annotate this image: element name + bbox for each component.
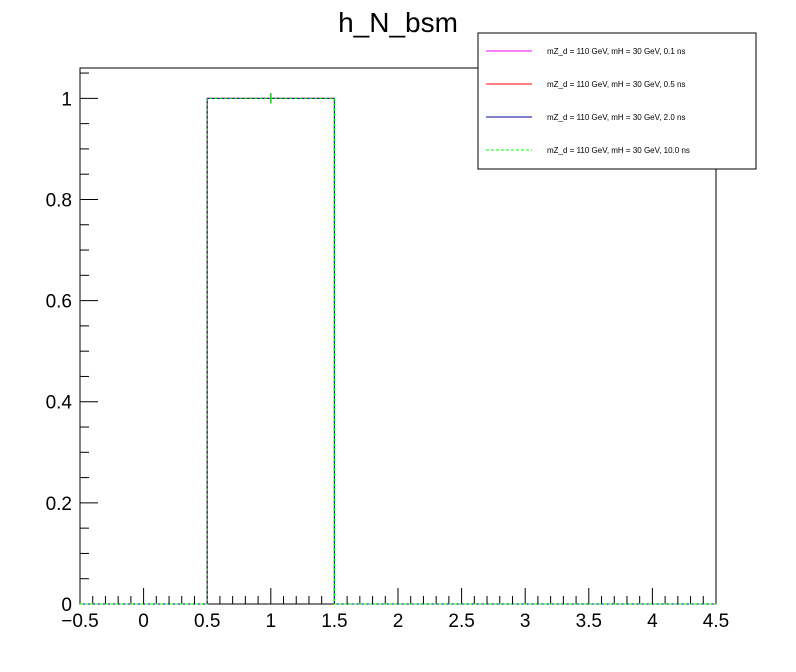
x-tick-label: 4.5	[703, 611, 729, 632]
y-axis-tick-labels: 0 0.2 0.4 0.6 0.8 1	[46, 89, 73, 616]
legend-entry: mZ_d = 110 GeV, mH = 30 GeV, 0.5 ns	[486, 80, 685, 89]
y-tick-label: 0	[61, 595, 72, 616]
legend-entry: mZ_d = 110 GeV, mH = 30 GeV, 2.0 ns	[486, 113, 685, 122]
y-axis-ticks	[80, 72, 98, 605]
series-2	[80, 93, 716, 605]
x-tick-label: 0.5	[194, 611, 220, 632]
x-tick-label: 3	[520, 611, 531, 632]
legend-label: mZ_d = 110 GeV, mH = 30 GeV, 2.0 ns	[547, 113, 685, 122]
y-tick-label: 0.8	[46, 190, 72, 211]
x-tick-label: 4	[647, 611, 658, 632]
legend-box	[477, 32, 757, 170]
x-tick-label: 1.5	[321, 611, 347, 632]
chart-title: h_N_bsm	[338, 7, 458, 38]
series-3	[80, 93, 716, 605]
legend-label: mZ_d = 110 GeV, mH = 30 GeV, 0.5 ns	[547, 80, 685, 89]
x-tick-label: 3.5	[576, 611, 602, 632]
x-tick-label: 2.5	[448, 611, 474, 632]
y-tick-label: 0.4	[46, 393, 73, 414]
y-tick-label: 0.6	[46, 292, 72, 313]
series-0	[80, 93, 716, 605]
legend-label: mZ_d = 110 GeV, mH = 30 GeV, 10.0 ns	[547, 146, 690, 155]
x-tick-label: 0	[138, 611, 149, 632]
y-tick-label: 0.2	[46, 494, 72, 515]
series-line	[80, 97, 716, 605]
x-tick-label: 2	[393, 611, 404, 632]
histogram-series	[80, 93, 716, 605]
series-line	[80, 97, 716, 605]
series-line	[80, 97, 716, 605]
x-axis-ticks	[79, 588, 717, 604]
series-line	[80, 97, 716, 605]
series-1	[80, 93, 716, 605]
legend-entries: mZ_d = 110 GeV, mH = 30 GeV, 0.1 ns mZ_d …	[486, 47, 690, 155]
x-axis-tick-labels: −0.5 0 0.5 1 1.5 2 2.5 3 3.5 4 4.5	[61, 611, 729, 632]
legend: mZ_d = 110 GeV, mH = 30 GeV, 0.1 ns mZ_d …	[477, 32, 757, 170]
legend-entry: mZ_d = 110 GeV, mH = 30 GeV, 0.1 ns	[486, 47, 685, 56]
legend-entry: mZ_d = 110 GeV, mH = 30 GeV, 10.0 ns	[486, 146, 690, 155]
x-tick-label: −0.5	[61, 611, 99, 632]
legend-label: mZ_d = 110 GeV, mH = 30 GeV, 0.1 ns	[547, 47, 685, 56]
y-tick-label: 1	[61, 89, 72, 110]
x-tick-label: 1	[266, 611, 277, 632]
